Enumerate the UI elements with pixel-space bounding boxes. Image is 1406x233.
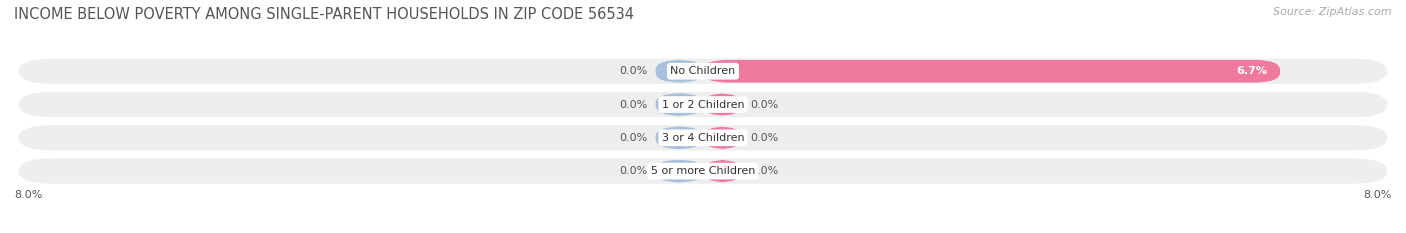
Text: 6.7%: 6.7% bbox=[1236, 66, 1267, 76]
FancyBboxPatch shape bbox=[703, 93, 742, 116]
Text: INCOME BELOW POVERTY AMONG SINGLE-PARENT HOUSEHOLDS IN ZIP CODE 56534: INCOME BELOW POVERTY AMONG SINGLE-PARENT… bbox=[14, 7, 634, 22]
FancyBboxPatch shape bbox=[18, 158, 1388, 184]
FancyBboxPatch shape bbox=[655, 93, 703, 116]
Text: 0.0%: 0.0% bbox=[619, 166, 647, 176]
FancyBboxPatch shape bbox=[18, 125, 1388, 151]
FancyBboxPatch shape bbox=[18, 92, 1388, 117]
FancyBboxPatch shape bbox=[18, 58, 1388, 84]
Text: No Children: No Children bbox=[671, 66, 735, 76]
FancyBboxPatch shape bbox=[655, 127, 703, 149]
Text: 1 or 2 Children: 1 or 2 Children bbox=[662, 99, 744, 110]
Text: 0.0%: 0.0% bbox=[619, 66, 647, 76]
FancyBboxPatch shape bbox=[703, 160, 742, 182]
FancyBboxPatch shape bbox=[655, 60, 703, 82]
FancyBboxPatch shape bbox=[703, 127, 742, 149]
FancyBboxPatch shape bbox=[703, 60, 1279, 82]
Text: 5 or more Children: 5 or more Children bbox=[651, 166, 755, 176]
Text: 3 or 4 Children: 3 or 4 Children bbox=[662, 133, 744, 143]
FancyBboxPatch shape bbox=[655, 160, 703, 182]
Text: 0.0%: 0.0% bbox=[619, 99, 647, 110]
Text: 0.0%: 0.0% bbox=[619, 133, 647, 143]
Text: 0.0%: 0.0% bbox=[751, 166, 779, 176]
Text: 0.0%: 0.0% bbox=[751, 99, 779, 110]
Text: 0.0%: 0.0% bbox=[751, 133, 779, 143]
Text: 8.0%: 8.0% bbox=[14, 190, 42, 200]
Text: 8.0%: 8.0% bbox=[1364, 190, 1392, 200]
Text: Source: ZipAtlas.com: Source: ZipAtlas.com bbox=[1274, 7, 1392, 17]
